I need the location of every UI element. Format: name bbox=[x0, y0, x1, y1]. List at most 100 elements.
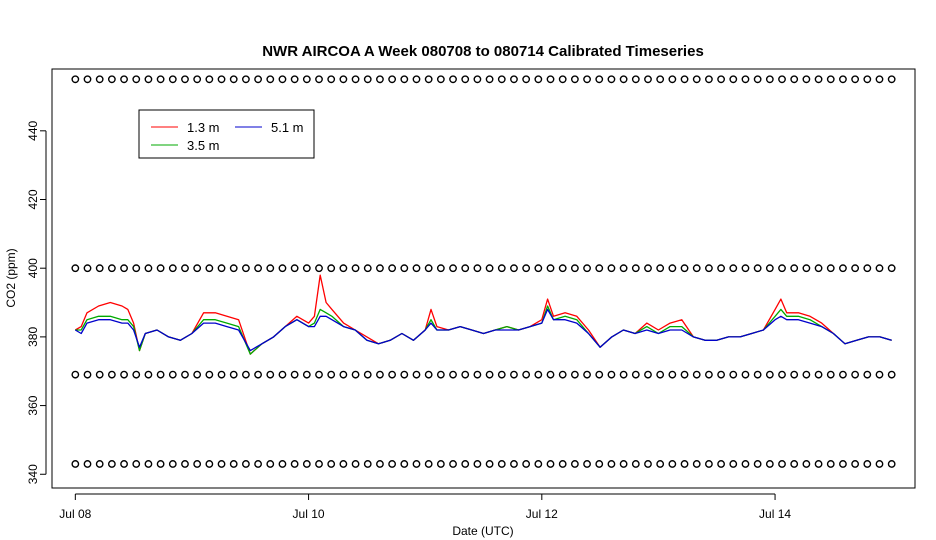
circle-marker bbox=[168, 370, 177, 379]
series-lines bbox=[74, 274, 892, 355]
circle-marker bbox=[327, 264, 336, 273]
circle-marker bbox=[120, 264, 128, 273]
circle-marker bbox=[363, 460, 372, 468]
series-line-3-5-m bbox=[75, 305, 892, 355]
circle-marker bbox=[254, 75, 262, 84]
circle-marker bbox=[619, 75, 628, 84]
circle-marker bbox=[461, 460, 470, 468]
circle-marker bbox=[875, 460, 884, 468]
circle-marker bbox=[534, 370, 543, 379]
circle-marker bbox=[132, 370, 141, 379]
circle-marker bbox=[205, 370, 214, 379]
circle-marker bbox=[765, 460, 774, 468]
circle-marker bbox=[254, 264, 262, 273]
circle-marker bbox=[497, 264, 506, 273]
circle-marker bbox=[729, 264, 738, 273]
circle-marker bbox=[449, 75, 457, 84]
circle-marker bbox=[485, 370, 494, 379]
circle-marker bbox=[95, 264, 104, 273]
circle-marker bbox=[839, 75, 847, 84]
circle-marker bbox=[242, 460, 250, 468]
circle-marker bbox=[461, 264, 470, 273]
circle-marker bbox=[229, 370, 238, 379]
circle-marker bbox=[351, 75, 360, 84]
circle-marker bbox=[668, 75, 677, 84]
circle-marker bbox=[558, 460, 567, 468]
circle-marker bbox=[132, 264, 141, 273]
circle-marker bbox=[753, 370, 762, 379]
circle-marker bbox=[510, 370, 518, 379]
circle-marker bbox=[692, 370, 701, 379]
circle-marker bbox=[631, 370, 640, 379]
x-tick-label: Jul 12 bbox=[526, 507, 558, 521]
circle-marker bbox=[680, 264, 689, 273]
circle-marker bbox=[315, 264, 323, 273]
circle-marker bbox=[436, 264, 445, 273]
circle-marker bbox=[631, 264, 640, 273]
circle-marker bbox=[71, 75, 80, 84]
y-tick-label: 420 bbox=[26, 189, 40, 209]
circle-marker bbox=[558, 370, 567, 379]
circle-marker bbox=[814, 370, 823, 379]
circle-marker bbox=[741, 75, 750, 84]
circle-marker bbox=[400, 460, 409, 468]
circle-marker bbox=[181, 460, 189, 468]
circle-marker bbox=[875, 75, 884, 84]
circle-marker bbox=[290, 460, 299, 468]
circle-marker bbox=[717, 75, 725, 84]
circle-marker bbox=[607, 370, 616, 379]
circle-marker bbox=[680, 460, 689, 468]
circle-marker bbox=[546, 460, 555, 468]
circle-marker bbox=[71, 460, 80, 468]
circle-marker bbox=[778, 460, 786, 468]
circle-marker bbox=[217, 75, 226, 84]
circle-marker bbox=[790, 75, 799, 84]
circle-marker bbox=[668, 460, 677, 468]
circle-marker bbox=[802, 460, 811, 468]
circle-marker bbox=[826, 370, 835, 379]
circle-marker bbox=[826, 460, 835, 468]
circle-marker bbox=[692, 460, 701, 468]
circle-marker bbox=[839, 264, 847, 273]
circle-marker bbox=[144, 370, 153, 379]
circle-marker bbox=[83, 460, 92, 468]
circle-marker bbox=[570, 75, 579, 84]
circle-marker bbox=[595, 460, 604, 468]
circle-marker bbox=[388, 460, 397, 468]
circle-marker bbox=[765, 75, 774, 84]
circle-marker bbox=[412, 75, 421, 84]
x-tick-label: Jul 10 bbox=[293, 507, 325, 521]
circle-marker bbox=[95, 460, 104, 468]
circle-marker bbox=[473, 264, 482, 273]
plot-border bbox=[51, 68, 916, 489]
circle-marker bbox=[168, 264, 177, 273]
circle-marker bbox=[400, 264, 409, 273]
circle-marker bbox=[205, 460, 214, 468]
circle-marker bbox=[570, 460, 579, 468]
circle-marker bbox=[120, 370, 128, 379]
circle-marker bbox=[71, 264, 80, 273]
circle-marker bbox=[814, 264, 823, 273]
circle-marker bbox=[278, 460, 287, 468]
x-axis: Jul 08 Jul 10 Jul 12 Jul 14 bbox=[59, 493, 791, 521]
legend-box bbox=[138, 109, 315, 159]
circle-marker bbox=[95, 75, 104, 84]
circle-marker bbox=[315, 460, 323, 468]
circle-marker bbox=[193, 460, 202, 468]
circle-marker bbox=[656, 264, 665, 273]
circle-marker bbox=[424, 370, 433, 379]
circle-marker bbox=[266, 370, 275, 379]
circle-marker bbox=[863, 370, 872, 379]
circle-marker bbox=[193, 75, 202, 84]
circle-marker bbox=[510, 75, 518, 84]
circle-marker bbox=[278, 75, 287, 84]
circle-marker bbox=[376, 460, 384, 468]
circle-marker bbox=[388, 75, 397, 84]
circle-marker bbox=[376, 370, 384, 379]
circle-marker bbox=[753, 264, 762, 273]
circle-marker bbox=[327, 370, 336, 379]
circle-marker bbox=[485, 460, 494, 468]
circle-marker bbox=[339, 75, 348, 84]
circle-marker bbox=[315, 370, 323, 379]
circle-marker bbox=[205, 264, 214, 273]
